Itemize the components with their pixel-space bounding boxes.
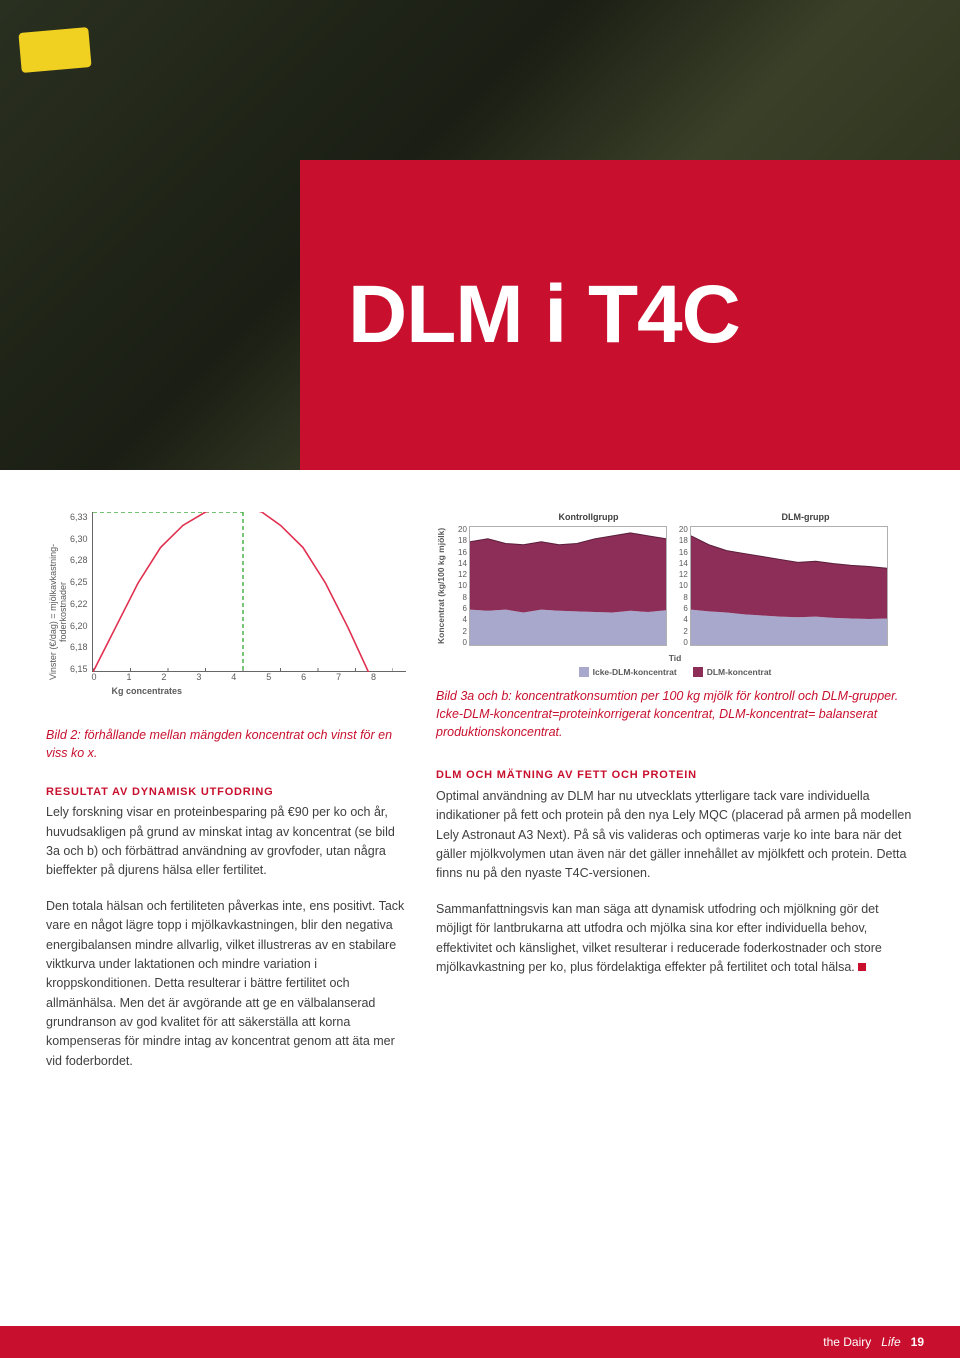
chart2-y-axis-label: Vinster (€/dag) = mjölkavkastning- foder… [46,512,70,712]
hero-photo: DLM i T4C [0,0,960,470]
legend-non-dlm: Icke-DLM-koncentrat [579,667,677,677]
chart3-x-axis-label: Tid [436,653,914,663]
title-banner: DLM i T4C [300,160,960,470]
chart3-caption: Bild 3a och b: koncentratkonsumtion per … [436,687,914,741]
page-title: DLM i T4C [348,268,740,362]
chart3b-title: DLM-grupp [697,512,914,522]
left-column: Vinster (€/dag) = mjölkavkastning- foder… [46,512,406,1087]
right-paragraph-1: Optimal användning av DLM har nu utveckl… [436,787,914,884]
chart3b-dlm: 20181614121086420 [679,526,888,647]
footer-brand-suffix: Life [881,1335,900,1349]
end-of-article-icon [858,963,866,971]
chart3-y-axis-label: Koncentrat (kg/100 kg mjölk) [436,526,446,646]
chart3b-plot [690,526,888,646]
chart3-legend: Icke-DLM-koncentrat DLM-koncentrat [436,667,914,677]
page-footer: the Dairy Life 19 [0,1326,960,1358]
legend-label-non-dlm: Icke-DLM-koncentrat [593,667,677,677]
right-paragraph-2: Sammanfattningsvis kan man säga att dyna… [436,900,914,978]
section-head-results: Resultat av dynamisk utfodring [46,784,406,801]
chart3b-y-ticks: 20181614121086420 [679,526,688,647]
legend-swatch-non-dlm [579,667,589,677]
legend-label-dlm: DLM-koncentrat [707,667,772,677]
chart2-x-ticks: 012345678 [92,672,406,686]
left-paragraph-1: Resultat av dynamisk utfodring Lely fors… [46,784,406,881]
legend-dlm: DLM-koncentrat [693,667,772,677]
chart-3-area-charts: Kontrollgrupp DLM-grupp Koncentrat (kg/1… [436,512,914,677]
legend-swatch-dlm [693,667,703,677]
section-head-dlm-measure: DLM och mätning av fett och protein [436,767,914,785]
chart3a-plot [469,526,667,646]
left-paragraph-2: Den totala hälsan och fertiliteten påver… [46,897,406,1071]
chart2-y-ticks: 6,336,306,286,256,226,206,186,15 [70,512,92,692]
footer-brand-prefix: the Dairy [823,1335,871,1349]
chart3a-y-ticks: 20181614121086420 [458,526,467,647]
left-p1-text: Lely forskning visar en proteinbesparing… [46,805,395,877]
chart2-plot-area [92,512,406,672]
chart2-x-axis-label: Kg concentrates [92,686,406,696]
right-column: Kontrollgrupp DLM-grupp Koncentrat (kg/1… [436,512,914,1087]
chart-2-profit-curve: Vinster (€/dag) = mjölkavkastning- foder… [46,512,406,712]
footer-page-number: 19 [911,1335,924,1349]
content-area: Vinster (€/dag) = mjölkavkastning- foder… [0,470,960,1117]
chart3a-control: 20181614121086420 [458,526,667,647]
right-p2-text: Sammanfattningsvis kan man säga att dyna… [436,902,882,974]
chart2-caption: Bild 2: förhållande mellan mängden konce… [46,726,406,762]
chart3a-title: Kontrollgrupp [480,512,697,522]
